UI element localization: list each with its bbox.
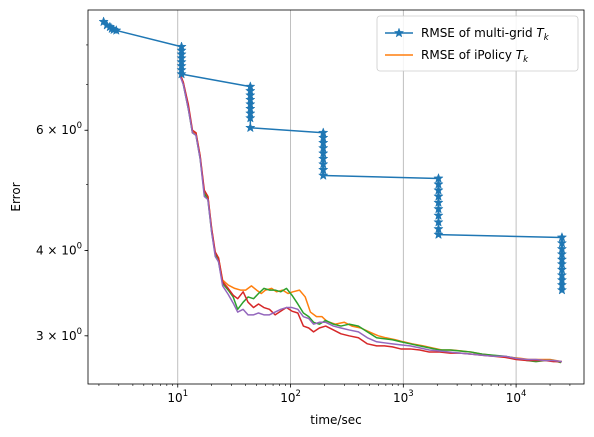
gridlines: [177, 10, 517, 384]
series-line-ipolicy3: [179, 73, 562, 363]
series-layer: [98, 16, 568, 364]
data-point-multigrid: [556, 284, 568, 295]
legend-label-ipolicy1: RMSE of iPolicy Tk: [421, 48, 529, 65]
y-tick-label: 3 × 100: [36, 327, 82, 343]
x-tick-label: 103: [393, 389, 414, 405]
x-tick-label: 104: [506, 389, 527, 405]
y-tick-label: 4 × 100: [36, 241, 82, 257]
legend: RMSE of multi-grid Tk RMSE of iPolicy Tk: [376, 15, 579, 72]
legend-marker-multigrid: [393, 27, 405, 38]
x-axis-label: time/sec: [310, 413, 361, 427]
data-point-multigrid: [176, 68, 187, 79]
data-point-multigrid: [433, 229, 444, 240]
data-point-multigrid: [245, 122, 256, 133]
series-line-ipolicy1: [179, 73, 563, 363]
data-point-multigrid: [245, 112, 256, 123]
series-line-ipolicy2: [179, 73, 562, 364]
data-point-multigrid: [111, 24, 122, 35]
axes-layer: 101 102 103 104 3 × 100 4 × 100 6 × 100: [36, 9, 585, 405]
series-line-ipolicy4: [179, 75, 563, 363]
y-axis-label: Error: [9, 182, 23, 211]
plot-frame: [87, 9, 585, 385]
legend-label-multigrid: RMSE of multi-grid Tk: [421, 26, 550, 43]
x-tick-label: 101: [167, 389, 188, 405]
legend-box: [376, 15, 579, 72]
data-point-multigrid: [317, 170, 329, 181]
x-tick-label: 102: [280, 389, 301, 405]
y-tick-label: 6 × 100: [36, 121, 82, 137]
